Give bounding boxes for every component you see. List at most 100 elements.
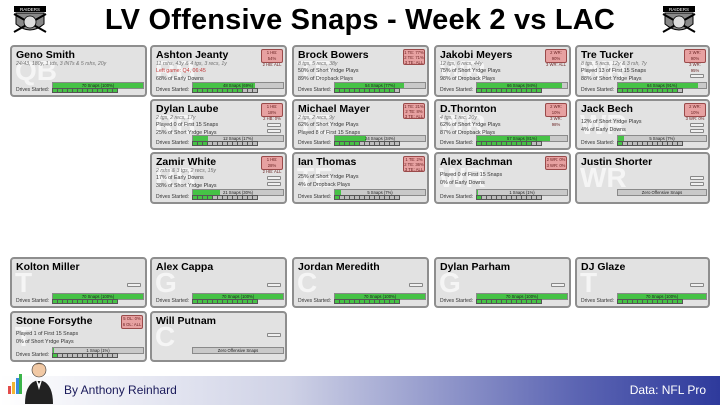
player-card-alex-cappa[interactable]: G Alex Cappa 70 Snaps (100%) Drives Star…	[150, 257, 287, 308]
note-line: Played 0 of First 15 Snaps	[156, 122, 219, 128]
note-line: Played 1 of First 15 Snaps	[16, 331, 79, 337]
drive-cell	[252, 140, 258, 146]
status-chip	[267, 176, 281, 180]
bar-chart-icon	[8, 374, 22, 394]
player-card-stone-forsythe[interactable]: T Stone Forsythe Played 1 of First 15 Sn…	[10, 311, 147, 362]
badge-text: 1 TE: 2%	[405, 157, 423, 162]
player-card-ian-thomas[interactable]: TE Ian Thomas 25% of Short Yrdge Plays 4%…	[292, 152, 429, 204]
drive-track	[334, 194, 400, 200]
player-card-dylan-parham[interactable]: G Dylan Parham 70 Snaps (100%) Drives St…	[434, 257, 571, 308]
player-card-will-putnam[interactable]: C Will Putnam Zero Offensive Snaps	[150, 311, 287, 362]
status-chip	[690, 182, 704, 186]
drive-track	[192, 140, 258, 146]
drive-track	[334, 87, 400, 93]
snap-bar-fill	[618, 136, 625, 141]
player-card-justin-shorter[interactable]: WR Justin Shorter Zero Offensive Snaps	[575, 152, 710, 204]
drives-label: Drives Started:	[156, 140, 190, 146]
drive-track	[334, 298, 400, 304]
role-badge: 1 HB: 18% 2 HB: 0%	[261, 103, 283, 121]
snap-bar-fill	[193, 190, 220, 195]
badge-text: 1 TE: 21%	[404, 104, 424, 109]
player-card-d-thornton[interactable]: WR D.Thornton 4 tgs, 1 rec, 20y 62% of S…	[434, 99, 571, 150]
drive-track	[192, 298, 258, 304]
drives-started: Drives Started:	[581, 87, 683, 93]
note-line: 4% of Dropback Plays	[298, 181, 351, 188]
page-title: LV Offensive Snaps - Week 2 vs LAC	[104, 4, 616, 36]
position-watermark: T	[15, 267, 33, 298]
player-card-alex-bachman[interactable]: WR Alex Bachman Played 0 of First 15 Sna…	[434, 152, 571, 204]
position-watermark: T	[580, 267, 598, 298]
status-chip	[267, 283, 281, 287]
role-badge: 2 WR: 10% 3 WR: 98%	[545, 103, 567, 127]
drive-track	[52, 298, 118, 304]
player-card-michael-mayer[interactable]: TE Michael Mayer 2 tgs, 2 recs, 9y 62% o…	[292, 99, 429, 150]
badge-text: 6 OL: ALL	[122, 322, 142, 327]
drives-started: Drives Started:	[298, 140, 400, 146]
role-badge: 5 OL: 0% 6 OL: ALL	[121, 315, 143, 329]
status-chip	[690, 74, 704, 78]
status-chip	[551, 283, 565, 287]
drives-started: Drives Started:	[440, 140, 542, 146]
snap-bar-fill	[335, 83, 405, 88]
drives-label: Drives Started:	[156, 298, 190, 304]
position-watermark: TE	[297, 55, 333, 86]
note-line: 87% of Dropback Plays	[440, 129, 496, 136]
player-card-geno-smith[interactable]: QB Geno Smith 24/43, 180y, 1 tds, 3 INTs…	[10, 45, 147, 97]
role-badge-box: 2 WR: 0% 3 WR: 0%	[545, 156, 567, 170]
player-stats: 11 rshs, 43y & 4 tgs, 3 recs, 1y	[156, 61, 227, 67]
player-name: Michael Mayer	[298, 103, 370, 115]
player-notes: Played 0 of First 15 Snaps 25% of Short Y…	[156, 122, 218, 138]
snap-count-text: 70 Snaps (100%)	[505, 294, 539, 299]
badge-text: 3 WR: ALL	[546, 62, 567, 67]
drive-cell	[677, 87, 683, 93]
snap-count-text: 1 Snaps (1%)	[509, 190, 535, 195]
drives-started: Drives Started:	[298, 87, 400, 93]
note-line: Played 8 of First 15 Snaps	[298, 129, 361, 136]
drive-cell	[536, 298, 542, 304]
snap-count-text: 70 Snaps (100%)	[645, 294, 679, 299]
player-card-tre-tucker[interactable]: WR Tre Tucker 8 tgs, 5 recs, 12y & 3 rsh…	[575, 45, 710, 97]
player-card-jordan-meredith[interactable]: C Jordan Meredith 70 Snaps (100%) Drives…	[292, 257, 429, 308]
status-chip	[127, 283, 141, 287]
drives-label: Drives Started:	[440, 87, 474, 93]
note-line: 62% of Short Yrdge Plays	[440, 122, 501, 128]
note-line: 38% of Short Yrdge Plays	[156, 182, 217, 189]
player-card-kolton-miller[interactable]: T Kolton Miller 70 Snaps (100%) Drives S…	[10, 257, 147, 308]
badge-text: 2 TE: 71%	[404, 55, 424, 60]
drive-track	[617, 87, 683, 93]
raiders-logo-left: RAIDERS	[8, 6, 52, 34]
snap-count-text: Zero Offensive Snaps	[641, 190, 683, 195]
player-notes: 17% of Early Downs 38% of Short Yrdge Pla…	[156, 175, 217, 191]
drive-cell	[252, 194, 258, 200]
snap-count-text: 70 Snaps (100%)	[81, 83, 115, 88]
player-name: Stone Forsythe	[16, 315, 93, 327]
player-stats: 12 tgs, 6 recs, 44y	[440, 61, 483, 67]
player-card-dj-glaze[interactable]: T DJ Glaze 70 Snaps (100%) Drives Starte…	[575, 257, 710, 308]
player-card-brock-bowers[interactable]: TE Brock Bowers 8 tgs, 5 recs, 38y 50% o…	[292, 45, 429, 97]
player-card-zamir-white[interactable]: RB Zamir White 2 rshs & 3 tgs, 2 recs, 1…	[150, 152, 287, 204]
player-notes: Left game: Q4, 06:45 68% of Early Downs	[156, 68, 206, 84]
player-card-jack-bech[interactable]: WR Jack Bech 12% of Short Yrdge Plays 4% …	[575, 99, 710, 150]
drive-cell	[112, 87, 118, 93]
badge-text: 5 OL: 0%	[123, 316, 141, 321]
position-watermark: RB	[155, 162, 196, 193]
note-line: 88% of Short Yrdge Plays	[581, 75, 642, 82]
player-card-dylan-laube[interactable]: RB Dylan Laube 2 tgs, 2 recs, 17y Played…	[150, 99, 287, 150]
position-watermark: TE	[297, 162, 333, 193]
badge-text: 2 WR: 10%	[689, 104, 701, 115]
player-notes: 25% of Short Yrdge Plays 4% of Dropback P…	[298, 174, 359, 190]
player-card-jakobi-meyers[interactable]: WR Jakobi Meyers 12 tgs, 6 recs, 44y 75%…	[434, 45, 571, 97]
status-chip	[690, 129, 704, 133]
player-stats: 8 tgs, 5 recs, 38y	[298, 61, 338, 67]
drives-label: Drives Started:	[581, 298, 615, 304]
player-card-ashton-jeanty[interactable]: RB Ashton Jeanty 11 rshs, 43y & 4 tgs, 3…	[150, 45, 287, 97]
role-badge-box: 1 TE: 21% 2 TE: 8% 3 TE: ALL	[403, 103, 425, 119]
drives-label: Drives Started:	[16, 298, 50, 304]
status-chip	[690, 176, 704, 180]
snap-bar-fill	[53, 294, 143, 299]
raiders-logo-right: RAIDERS	[657, 6, 701, 34]
snap-count-text: 12 Snaps (17%)	[222, 136, 254, 141]
role-badge-box: 1 TE: 2% 2 TE: 36% 3 TE: ALL	[403, 156, 425, 172]
drives-label: Drives Started:	[16, 87, 50, 93]
position-watermark: T	[15, 321, 33, 352]
